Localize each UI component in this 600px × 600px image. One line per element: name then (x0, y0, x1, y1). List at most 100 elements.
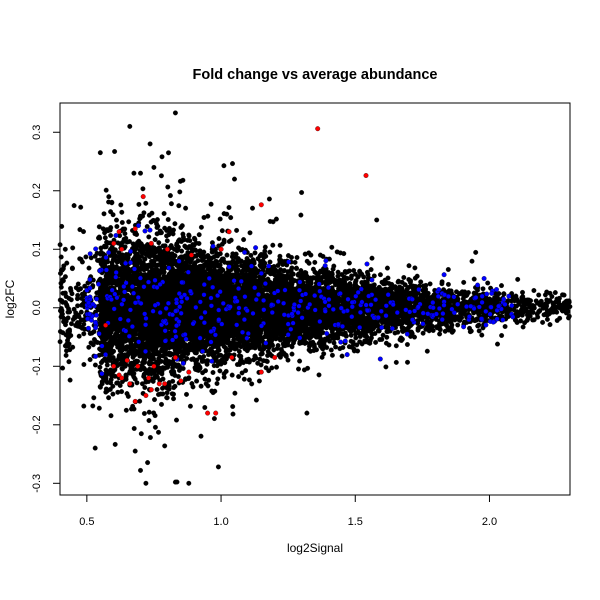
data-point (102, 235, 108, 241)
data-point (167, 193, 173, 199)
data-point (365, 339, 371, 345)
data-point (137, 398, 143, 404)
data-point (198, 433, 204, 439)
data-point (385, 275, 391, 281)
data-point (205, 213, 211, 219)
data-point (196, 232, 202, 238)
data-point (134, 380, 140, 386)
data-point (232, 390, 238, 396)
data-point (554, 318, 560, 323)
data-point (106, 194, 112, 200)
data-point (248, 252, 254, 258)
data-point (330, 266, 336, 272)
data-point (277, 242, 283, 248)
data-point (171, 396, 176, 402)
data-point (152, 237, 158, 243)
data-point (285, 357, 291, 363)
data-point (461, 319, 467, 325)
data-point (476, 328, 482, 334)
data-point (296, 366, 301, 372)
data-point (560, 292, 565, 298)
data-point (480, 286, 486, 292)
data-point (499, 333, 505, 338)
data-point (78, 309, 84, 315)
data-point (226, 205, 232, 210)
data-point (90, 403, 96, 409)
data-point (66, 359, 72, 365)
data-point (106, 199, 112, 205)
data-point (190, 356, 196, 362)
data-point (217, 216, 223, 222)
data-point (229, 372, 235, 378)
data-point (333, 344, 339, 350)
data-point (63, 352, 69, 358)
data-point (184, 391, 189, 397)
data-point (377, 272, 383, 278)
data-point (298, 268, 304, 274)
data-point (187, 403, 193, 409)
data-point (123, 407, 129, 413)
data-point (182, 243, 188, 249)
data-point (215, 376, 221, 382)
data-point (70, 245, 76, 251)
data-point (147, 141, 153, 147)
data-point (204, 358, 210, 364)
data-point (228, 215, 234, 221)
data-point (224, 252, 230, 258)
data-point (151, 245, 157, 251)
data-point (476, 322, 482, 328)
data-point (92, 362, 98, 368)
data-point (208, 201, 214, 207)
data-point (241, 237, 247, 243)
data-point (320, 253, 326, 259)
data-point (114, 224, 120, 229)
data-point (540, 319, 546, 325)
data-point (146, 418, 152, 423)
data-point (140, 186, 146, 192)
data-point (469, 258, 475, 264)
data-point (445, 281, 451, 287)
data-point (236, 374, 242, 380)
data-point (81, 331, 87, 337)
data-point (277, 253, 283, 259)
data-point (122, 231, 128, 237)
data-point (524, 317, 530, 323)
data-point (384, 265, 390, 271)
data-point (166, 150, 171, 156)
data-point (221, 163, 227, 169)
data-point (270, 219, 276, 225)
data-point (101, 211, 107, 217)
data-point (87, 357, 93, 363)
data-point (253, 397, 259, 403)
data-point (412, 334, 417, 340)
data-point (189, 381, 195, 387)
data-point (239, 370, 245, 376)
data-point (164, 238, 170, 244)
data-point (520, 289, 525, 295)
data-point (221, 371, 227, 377)
data-point (401, 275, 407, 280)
data-point (210, 370, 216, 375)
data-point (383, 364, 389, 370)
data-point (292, 259, 298, 265)
data-point (270, 242, 276, 248)
data-point (249, 381, 255, 387)
data-point (91, 395, 97, 401)
data-point (76, 333, 82, 339)
data-point (108, 209, 114, 215)
data-point (530, 317, 536, 323)
data-point (158, 173, 164, 179)
data-point (92, 445, 98, 451)
data-point (96, 405, 102, 411)
data-point (144, 224, 150, 229)
data-point (297, 340, 303, 346)
data-point (252, 250, 258, 256)
data-point (138, 431, 144, 437)
data-point (147, 435, 153, 440)
data-point (114, 380, 120, 386)
data-point (75, 303, 81, 309)
data-point (169, 391, 175, 397)
data-point (406, 277, 412, 282)
data-point (256, 378, 262, 384)
